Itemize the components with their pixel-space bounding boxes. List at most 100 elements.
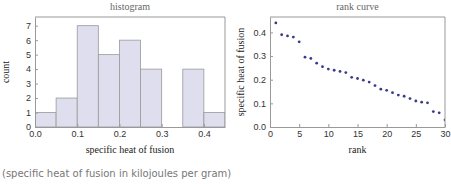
bar (56, 98, 77, 127)
tick-label: 10 (324, 129, 334, 139)
tick: 0.1 (71, 124, 84, 139)
bar (141, 69, 162, 127)
tick-mark (119, 124, 120, 127)
tick-mark (35, 98, 38, 99)
point (420, 101, 423, 104)
point (385, 89, 388, 92)
point (432, 110, 435, 113)
plot-marks (35, 26, 225, 127)
chart-title: histogram (110, 1, 150, 12)
x-axis: 051015202530 (268, 124, 451, 139)
tick-mark (162, 124, 163, 127)
tick-label: 15 (353, 129, 363, 139)
y-axis: 0.00.10.20.30.4 (253, 18, 273, 133)
caption: (specific heat of fusion in kilojoules p… (2, 168, 231, 179)
axis-line (35, 18, 36, 128)
y-axis: 0 1 2 3 4 5 6 7 (26, 18, 38, 133)
tick-mark (35, 127, 38, 128)
point (426, 101, 429, 104)
tick-mark (270, 127, 273, 128)
point (339, 70, 342, 73)
point (333, 69, 336, 72)
bar (77, 26, 98, 127)
point (286, 35, 289, 38)
tick-label: 0.1 (71, 129, 84, 139)
point (309, 57, 312, 60)
tick-mark (204, 124, 205, 127)
y-axis-title: specific heat of fusion (235, 28, 246, 117)
tick-mark (270, 80, 273, 81)
point (438, 111, 441, 114)
tick: 2 (26, 93, 38, 103)
point (362, 79, 365, 82)
point (321, 65, 324, 68)
tick-label: 2 (26, 93, 31, 103)
tick: 1 (26, 108, 38, 118)
tick: 5 (297, 124, 302, 139)
tick-label: 1 (26, 108, 31, 118)
tick: 3 (26, 79, 38, 89)
bar (119, 40, 140, 127)
point (280, 33, 283, 36)
axis-line (271, 127, 446, 128)
tick: 6 (26, 36, 38, 46)
point (356, 77, 359, 80)
axis-line (36, 127, 226, 128)
axis-line (270, 18, 271, 128)
bar (162, 127, 183, 128)
point (344, 71, 347, 74)
point (409, 97, 412, 100)
tick: 7 (26, 21, 38, 31)
bar (183, 69, 204, 127)
tick: 0.2 (114, 124, 127, 139)
tick-label: 0.3 (253, 51, 266, 61)
tick: 0.1 (253, 99, 273, 109)
tick: 0.4 (198, 124, 211, 139)
tick-mark (416, 124, 417, 127)
tick: 4 (26, 64, 38, 74)
tick-mark (35, 84, 38, 85)
x-axis-title: rank (349, 144, 367, 155)
tick-mark (387, 124, 388, 127)
point (292, 36, 295, 39)
tick: 20 (382, 124, 392, 139)
tick-label: 25 (411, 129, 421, 139)
point (391, 91, 394, 94)
frame (35, 17, 225, 127)
point (315, 62, 318, 65)
tick: 15 (353, 124, 363, 139)
tick-label: 0.0 (29, 129, 42, 139)
point (327, 68, 330, 71)
tick: 25 (411, 124, 421, 139)
tick-label: 3 (26, 79, 31, 89)
tick-label: 0.4 (198, 129, 211, 139)
point (350, 76, 353, 79)
tick-label: 5 (297, 129, 302, 139)
tick-mark (35, 69, 38, 70)
tick-label: 0.1 (253, 99, 266, 109)
tick: 0.3 (253, 51, 273, 61)
tick-label: 5 (26, 50, 31, 60)
tick-mark (35, 113, 38, 114)
tick: 0.0 (253, 122, 273, 132)
tick-label: 0 (26, 122, 31, 132)
bar (98, 55, 119, 127)
tick: 5 (26, 50, 38, 60)
point (414, 100, 417, 103)
tick-label: 0.2 (114, 129, 127, 139)
tick-mark (270, 56, 273, 57)
tick-mark (299, 124, 300, 127)
point (403, 95, 406, 98)
x-axis: 0.0 0.1 0.2 0.3 0.4 (29, 124, 225, 139)
tick-mark (77, 124, 78, 127)
tick-mark (35, 40, 38, 41)
tick-mark (328, 124, 329, 127)
tick-label: 0.3 (156, 129, 169, 139)
point (298, 40, 301, 43)
tick: 0.4 (253, 28, 273, 38)
bar (35, 113, 56, 127)
plot-marks (274, 22, 445, 122)
tick-label: 0.0 (253, 122, 266, 132)
tick-mark (270, 32, 273, 33)
point (304, 56, 307, 59)
